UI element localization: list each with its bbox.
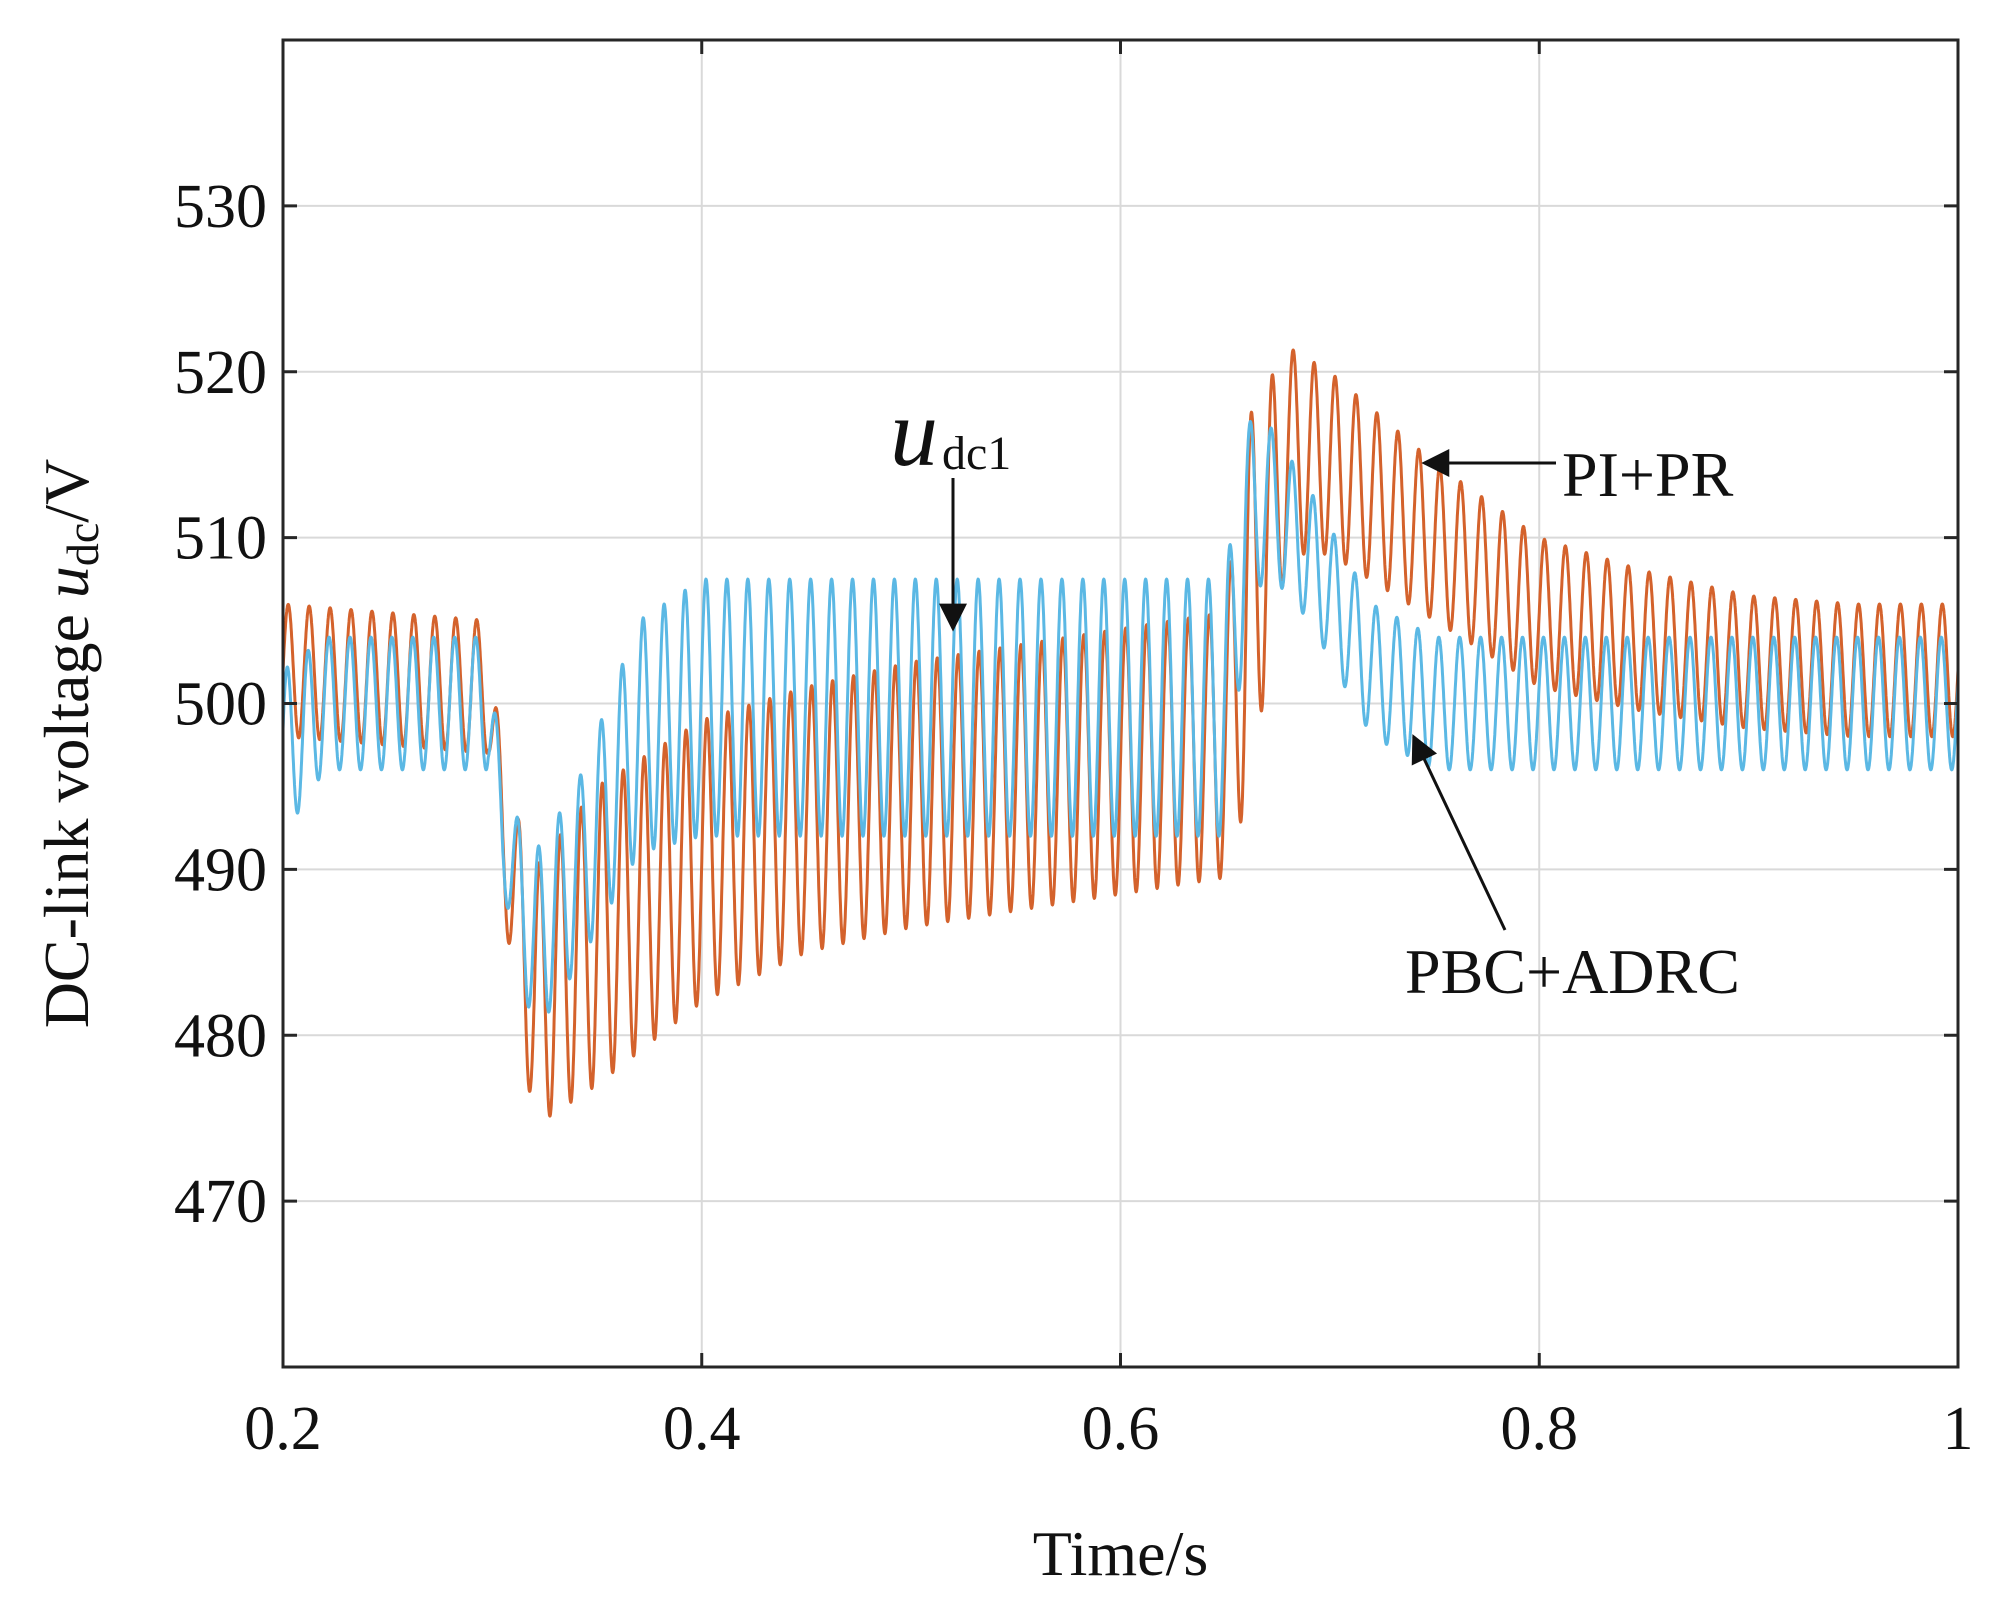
x-tick-label: 0.2 xyxy=(244,1395,322,1463)
y-axis-title-sub: dc xyxy=(57,523,108,566)
annotation-udc1-var: u xyxy=(890,379,938,486)
y-axis-title-main: DC-link voltage xyxy=(31,598,102,1028)
annotation-udc1: udc1 xyxy=(890,379,1011,486)
x-tick-label: 1 xyxy=(1943,1395,1974,1463)
y-tick-label: 520 xyxy=(174,339,267,407)
annotation-udc1-sub: dc1 xyxy=(942,427,1011,480)
x-tick-label: 0.4 xyxy=(663,1395,741,1463)
annotation-pbc-adrc-arrow xyxy=(1411,734,1507,931)
y-tick-label: 500 xyxy=(174,671,267,739)
y-axis-title-unit: /V xyxy=(31,459,102,523)
x-tick-label: 0.6 xyxy=(1082,1395,1160,1463)
y-tick-label: 510 xyxy=(174,505,267,573)
y-tick-label: 490 xyxy=(174,836,267,904)
series-line-pbc-adrc xyxy=(281,420,1960,1014)
series-layer xyxy=(281,348,1960,1118)
annotation-pi-pr: PI+PR xyxy=(1562,439,1734,510)
y-axis-title: DC-link voltage udc/V xyxy=(31,459,108,1029)
y-tick-label: 470 xyxy=(174,1168,267,1236)
annotation-pbc-adrc: PBC+ADRC xyxy=(1405,936,1740,1007)
annotations: udc1 PI+PR PBC+ADRC xyxy=(890,379,1740,1007)
y-axis-title-var: u xyxy=(31,566,102,598)
y-tick-label: 530 xyxy=(174,173,267,241)
axis-ticks: 0.2 0.4 0.6 0.8 1 470 480 490 500 510 520 530 xyxy=(174,40,1974,1463)
x-axis-title: Time/s xyxy=(1033,1518,1209,1589)
x-tick-label: 0.8 xyxy=(1501,1395,1579,1463)
y-tick-label: 480 xyxy=(174,1002,267,1070)
